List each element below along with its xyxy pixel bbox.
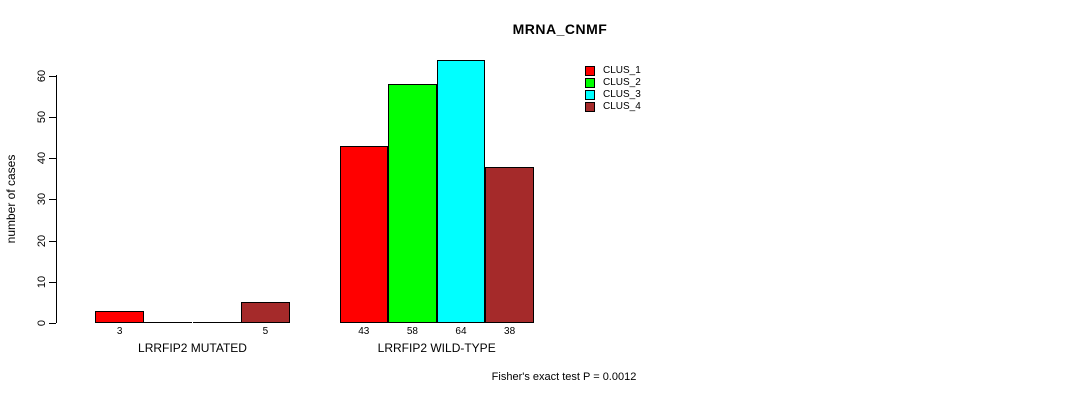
y-tick: [49, 281, 56, 283]
bar-value-label: 43: [358, 326, 370, 337]
y-tick: [49, 198, 56, 200]
y-tick-label: 30: [36, 192, 48, 205]
bar-value-label: 64: [455, 326, 467, 337]
bar-clus_2: [143, 322, 193, 323]
legend-label: CLUS_1: [603, 65, 641, 76]
legend: CLUS_1 CLUS_2 CLUS_3 CLUS_4: [585, 65, 641, 113]
annotation-text: Fisher's exact test P = 0.0012: [491, 371, 637, 383]
legend-item: CLUS_2: [585, 77, 641, 89]
bar-clus_3: [192, 322, 242, 323]
bar-value-label: 38: [504, 326, 516, 337]
legend-item: CLUS_4: [585, 101, 641, 113]
y-tick-label: 50: [36, 110, 48, 123]
legend-label: CLUS_3: [603, 89, 641, 100]
y-tick-label: 10: [36, 275, 48, 288]
y-tick-label: 0: [36, 319, 48, 326]
y-tick-label: 40: [36, 151, 48, 164]
legend-item: CLUS_3: [585, 89, 641, 101]
bar-clus_2: [388, 84, 437, 323]
legend-label: CLUS_2: [603, 77, 641, 88]
legend-swatch-icon: [585, 66, 595, 76]
bar-clus_1: [95, 311, 144, 323]
bar-clus_1: [339, 146, 389, 323]
legend-label: CLUS_4: [603, 101, 641, 112]
bar-value-label: 5: [262, 326, 269, 337]
bar-value-label: 58: [406, 326, 418, 337]
y-tick-label: 20: [36, 234, 48, 247]
bar-clus_4: [241, 302, 290, 323]
bar-clus_3: [436, 60, 486, 323]
y-tick: [49, 75, 56, 77]
legend-swatch-icon: [585, 78, 595, 88]
y-tick: [49, 322, 56, 324]
legend-swatch-icon: [585, 90, 595, 100]
group-label: LRRFIP2 MUTATED: [138, 341, 247, 355]
chart-title: MRNA_CNMF: [512, 21, 608, 37]
y-tick-label: 60: [36, 69, 48, 82]
legend-swatch-icon: [585, 102, 595, 112]
y-axis-line: [56, 75, 57, 323]
group-label: LRRFIP2 WILD-TYPE: [377, 341, 496, 355]
y-tick: [49, 157, 56, 159]
y-tick: [49, 116, 56, 118]
y-axis-title: number of cases: [4, 154, 18, 244]
legend-item: CLUS_1: [585, 65, 641, 77]
bar-clus_4: [485, 167, 534, 323]
y-tick: [49, 240, 56, 242]
bar-value-label: 3: [116, 326, 123, 337]
